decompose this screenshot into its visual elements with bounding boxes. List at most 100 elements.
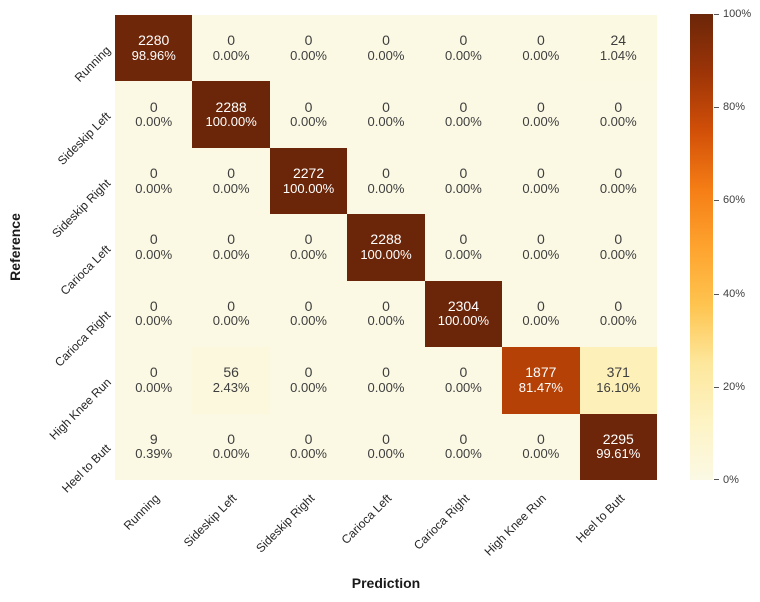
matrix-cell: 0 0.00% — [424, 15, 503, 82]
matrix-cell: 0 0.00% — [192, 214, 270, 281]
cell-percent: 0.00% — [135, 114, 173, 130]
x-tick-label: Sideskip Right — [253, 491, 318, 556]
cell-percent: 0.00% — [290, 313, 327, 329]
x-tick-label: Running — [120, 491, 163, 533]
matrix-cell: 0 0.00% — [579, 81, 657, 148]
matrix-cell: 0 0.00% — [115, 214, 193, 281]
cell-percent: 0.00% — [135, 180, 173, 196]
cell-percent: 0.00% — [290, 379, 327, 395]
colorbar-tick-label: 0% — [723, 474, 739, 486]
cell-count: 0 — [536, 32, 545, 49]
cell-percent: 0.00% — [367, 114, 405, 130]
matrix-cell: 0 0.00% — [424, 214, 503, 281]
matrix-cell: 371 16.10% — [579, 347, 657, 414]
colorbar-tick — [714, 386, 719, 388]
cell-percent: 0.00% — [444, 446, 482, 462]
x-tick-label: Carioca Left — [338, 491, 395, 547]
matrix-cell: 0 0.00% — [269, 413, 348, 480]
matrix-cell: 0 0.00% — [269, 15, 348, 82]
matrix-cell: 0 0.00% — [115, 81, 193, 148]
colorbar-tick-label: 20% — [723, 380, 746, 393]
cell-percent: 0.39% — [135, 446, 173, 462]
cell-count: 0 — [614, 98, 623, 115]
colorbar-tick-label: 40% — [723, 287, 746, 300]
cell-count: 0 — [149, 98, 158, 115]
cell-percent: 0.00% — [212, 47, 250, 63]
matrix-cell: 0 0.00% — [502, 147, 580, 215]
cell-percent: 0.00% — [135, 313, 173, 329]
cell-count: 0 — [382, 297, 390, 314]
matrix-cell: 0 0.00% — [269, 347, 348, 414]
matrix-cell: 0 0.00% — [424, 347, 503, 414]
y-tick-label: Running — [72, 42, 114, 85]
colorbar-tick-label: 100% — [723, 8, 752, 20]
cell-percent: 1.04% — [599, 47, 637, 63]
matrix-cell: 0 0.00% — [192, 280, 270, 348]
cell-count: 0 — [459, 430, 468, 447]
cell-percent: 0.00% — [212, 247, 250, 263]
cell-percent: 0.00% — [135, 379, 173, 395]
matrix-cell: 0 0.00% — [269, 280, 348, 348]
cell-count: 0 — [304, 430, 313, 447]
cell-count: 0 — [227, 164, 236, 181]
x-tick-label: Sideskip Left — [181, 491, 240, 550]
cell-count: 2288 — [215, 98, 247, 115]
cell-percent: 16.10% — [596, 379, 641, 395]
cell-percent: 0.00% — [599, 180, 637, 196]
matrix-cell: 2288 100.00% — [192, 81, 270, 148]
matrix-cell: 0 0.00% — [579, 214, 657, 281]
cell-count: 0 — [382, 32, 390, 49]
matrix-cell: 0 0.00% — [115, 347, 193, 414]
cell-count: 0 — [304, 32, 313, 49]
matrix-cell: 24 1.04% — [579, 15, 657, 82]
cell-count: 0 — [227, 32, 236, 49]
cell-percent: 0.00% — [367, 313, 405, 329]
matrix-cell: 0 0.00% — [115, 147, 193, 215]
y-axis-title: Reference — [7, 213, 23, 281]
cell-percent: 0.00% — [444, 114, 482, 130]
cell-count: 0 — [382, 164, 390, 181]
matrix-cell: 0 0.00% — [502, 15, 580, 82]
cell-count: 1877 — [525, 364, 557, 381]
cell-percent: 0.00% — [212, 313, 250, 329]
cell-percent: 0.00% — [522, 247, 560, 263]
x-tick-label: Heel to Butt — [572, 491, 627, 546]
x-tick-label: Carioca Right — [410, 491, 473, 553]
x-axis-title: Prediction — [351, 575, 421, 591]
y-tick-label: Sideskip Right — [49, 175, 114, 240]
cell-count: 0 — [614, 297, 623, 314]
y-tick-label: Carioca Right — [52, 308, 114, 370]
matrix-cell: 0 0.00% — [502, 280, 580, 348]
cell-count: 0 — [304, 297, 313, 314]
cell-percent: 99.61% — [596, 446, 641, 462]
cell-percent: 0.00% — [444, 379, 482, 395]
colorbar-tick-label: 60% — [723, 194, 746, 207]
cell-percent: 0.00% — [367, 180, 405, 196]
cell-count: 0 — [614, 164, 623, 181]
matrix-cell: 0 0.00% — [192, 413, 270, 480]
cell-percent: 0.00% — [444, 47, 482, 63]
cell-percent: 0.00% — [367, 379, 405, 395]
cell-count: 0 — [227, 231, 236, 248]
cell-count: 0 — [227, 297, 236, 314]
cell-count: 0 — [382, 98, 390, 115]
cell-percent: 0.00% — [599, 313, 637, 329]
matrix-cell: 0 0.00% — [269, 214, 348, 281]
cell-count: 0 — [536, 164, 545, 181]
cell-percent: 0.00% — [444, 247, 482, 263]
cell-percent: 0.00% — [290, 114, 327, 130]
cell-count: 0 — [227, 430, 236, 447]
cell-percent: 0.00% — [599, 247, 637, 263]
cell-percent: 0.00% — [522, 180, 560, 196]
colorbar-tick-label: 80% — [723, 101, 746, 114]
cell-percent: 0.00% — [522, 114, 560, 130]
cell-count: 0 — [149, 231, 158, 248]
cell-percent: 0.00% — [522, 47, 560, 63]
cell-count: 0 — [536, 231, 545, 248]
cell-count: 0 — [536, 297, 545, 314]
colorbar-gradient — [690, 14, 713, 480]
cell-count: 0 — [382, 364, 390, 381]
cell-percent: 81.47% — [518, 379, 563, 395]
cell-count: 0 — [149, 297, 158, 314]
